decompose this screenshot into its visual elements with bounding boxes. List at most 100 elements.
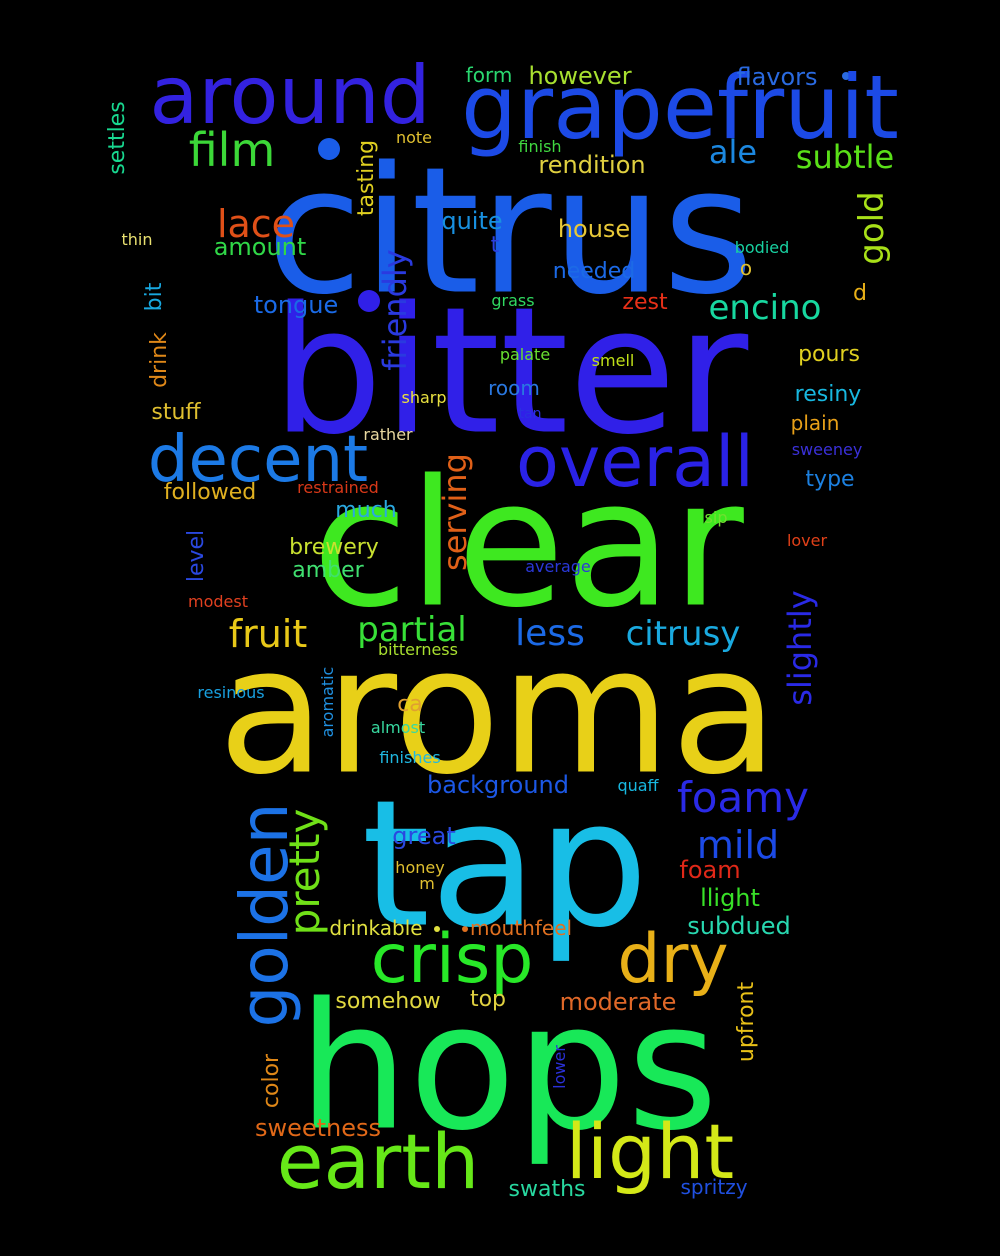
word-serving: serving [436, 453, 474, 571]
word-friendly: friendly [376, 249, 414, 371]
word-m: m [419, 874, 435, 893]
word-bodied: bodied [734, 238, 790, 257]
word-house: house [557, 215, 631, 243]
word-quaff: quaff [617, 776, 659, 795]
word-gold: gold [852, 191, 892, 265]
word-moderate: moderate [559, 988, 677, 1016]
word-rendition: rendition [538, 151, 646, 179]
word-quite: quite [441, 207, 503, 235]
word-brewery: brewery [289, 535, 379, 560]
dot-mark [434, 926, 440, 932]
word-pours: pours [798, 342, 860, 367]
word-fruit: fruit [228, 612, 308, 656]
dot-mark [842, 72, 850, 80]
word-tongue: tongue [253, 291, 339, 319]
word-light: light [565, 1107, 735, 1196]
dot-mark [358, 290, 380, 312]
word-somehow: somehow [335, 989, 441, 1014]
word-pretty: pretty [280, 808, 329, 936]
word-foam: foam [679, 856, 741, 884]
word-great: great [392, 822, 456, 850]
word-sweetness: sweetness [254, 1114, 382, 1142]
word-citrusy: citrusy [625, 614, 741, 654]
word-crisp: crisp [370, 920, 534, 999]
word-finishes: finishes [379, 748, 441, 767]
word-much: much [335, 498, 397, 523]
word-lower: lower [550, 1045, 569, 1089]
word-zest: zest [622, 290, 668, 315]
word-plain: plain [790, 411, 840, 435]
word-average: average [525, 557, 591, 576]
word-encino: encino [708, 288, 822, 328]
word-clear: clear [312, 443, 744, 647]
word-spritzy: spritzy [680, 1175, 748, 1199]
word-lace: lace [216, 202, 296, 246]
word-citrus: citrus [266, 130, 754, 334]
word-almost: almost [370, 718, 426, 737]
word-resinous: resinous [197, 683, 265, 702]
word-subdued: subdued [687, 912, 791, 940]
word-flavors: flavors [736, 63, 818, 91]
word-modest: modest [188, 592, 248, 611]
word-o: o [739, 256, 753, 280]
word-bit: bit [142, 282, 167, 312]
dot-mark [462, 926, 468, 932]
word-hops: hops [297, 966, 719, 1170]
word-foamy: foamy [677, 773, 809, 822]
word-top: top [469, 987, 507, 1012]
word-grapefruit: grapefruit [461, 56, 899, 159]
word-llight: llight [700, 884, 760, 912]
word-ale: ale [708, 133, 758, 171]
word-room: room [488, 376, 540, 400]
word-background: background [427, 771, 569, 799]
word-less: less [515, 613, 585, 654]
word-earth: earth [276, 1117, 480, 1206]
word-honey: honey [395, 858, 445, 877]
word-type: type [805, 467, 855, 492]
dot-mark [318, 138, 340, 160]
word-palate: palate [499, 345, 551, 364]
word-level: level [184, 529, 209, 583]
word-aromatic: aromatic [318, 666, 337, 738]
word-t: t [490, 233, 500, 258]
word-sharp: sharp [401, 388, 447, 407]
word-d: d [853, 281, 867, 306]
word-dry: dry [617, 920, 729, 999]
word-finish: finish [518, 137, 562, 156]
word-ca: ca [397, 692, 423, 717]
word-around: around [149, 49, 431, 142]
word-sip: sip [704, 508, 728, 527]
word-drinkable: drinkable [329, 916, 423, 940]
word-thin: thin [121, 230, 153, 249]
word-slightly: slightly [781, 590, 819, 706]
word-mild: mild [696, 823, 780, 867]
word-aroma: aroma [217, 610, 779, 814]
word-tan: tan [518, 406, 542, 422]
word-film: film [188, 123, 276, 177]
word-amber: amber [292, 558, 364, 583]
word-bitter: bitter [271, 270, 749, 474]
word-sweeney: sweeney [791, 440, 863, 459]
word-rather: rather [363, 425, 413, 444]
word-grass: grass [491, 291, 535, 310]
word-upfront: upfront [734, 981, 759, 1063]
word-restrained: restrained [297, 478, 379, 497]
word-stuff: stuff [151, 400, 201, 425]
word-needed: needed [552, 259, 636, 284]
word-partial: partial [357, 610, 467, 650]
word-mouthfeel: mouthfeel [469, 916, 573, 940]
word-drink: drink [147, 332, 172, 388]
word-however: however [528, 62, 632, 90]
word-note: note [395, 128, 433, 147]
word-resiny: resiny [794, 382, 862, 407]
word-settles: settles [105, 101, 130, 175]
word-swaths: swaths [508, 1177, 586, 1202]
word-lover: lover [786, 531, 828, 550]
word-overall: overall [516, 421, 754, 503]
word-subtle: subtle [795, 138, 895, 176]
word-followed: followed [163, 480, 257, 505]
word-tap: tap [361, 763, 649, 967]
word-color: color [259, 1053, 284, 1109]
word-bitterness: bitterness [378, 640, 458, 659]
